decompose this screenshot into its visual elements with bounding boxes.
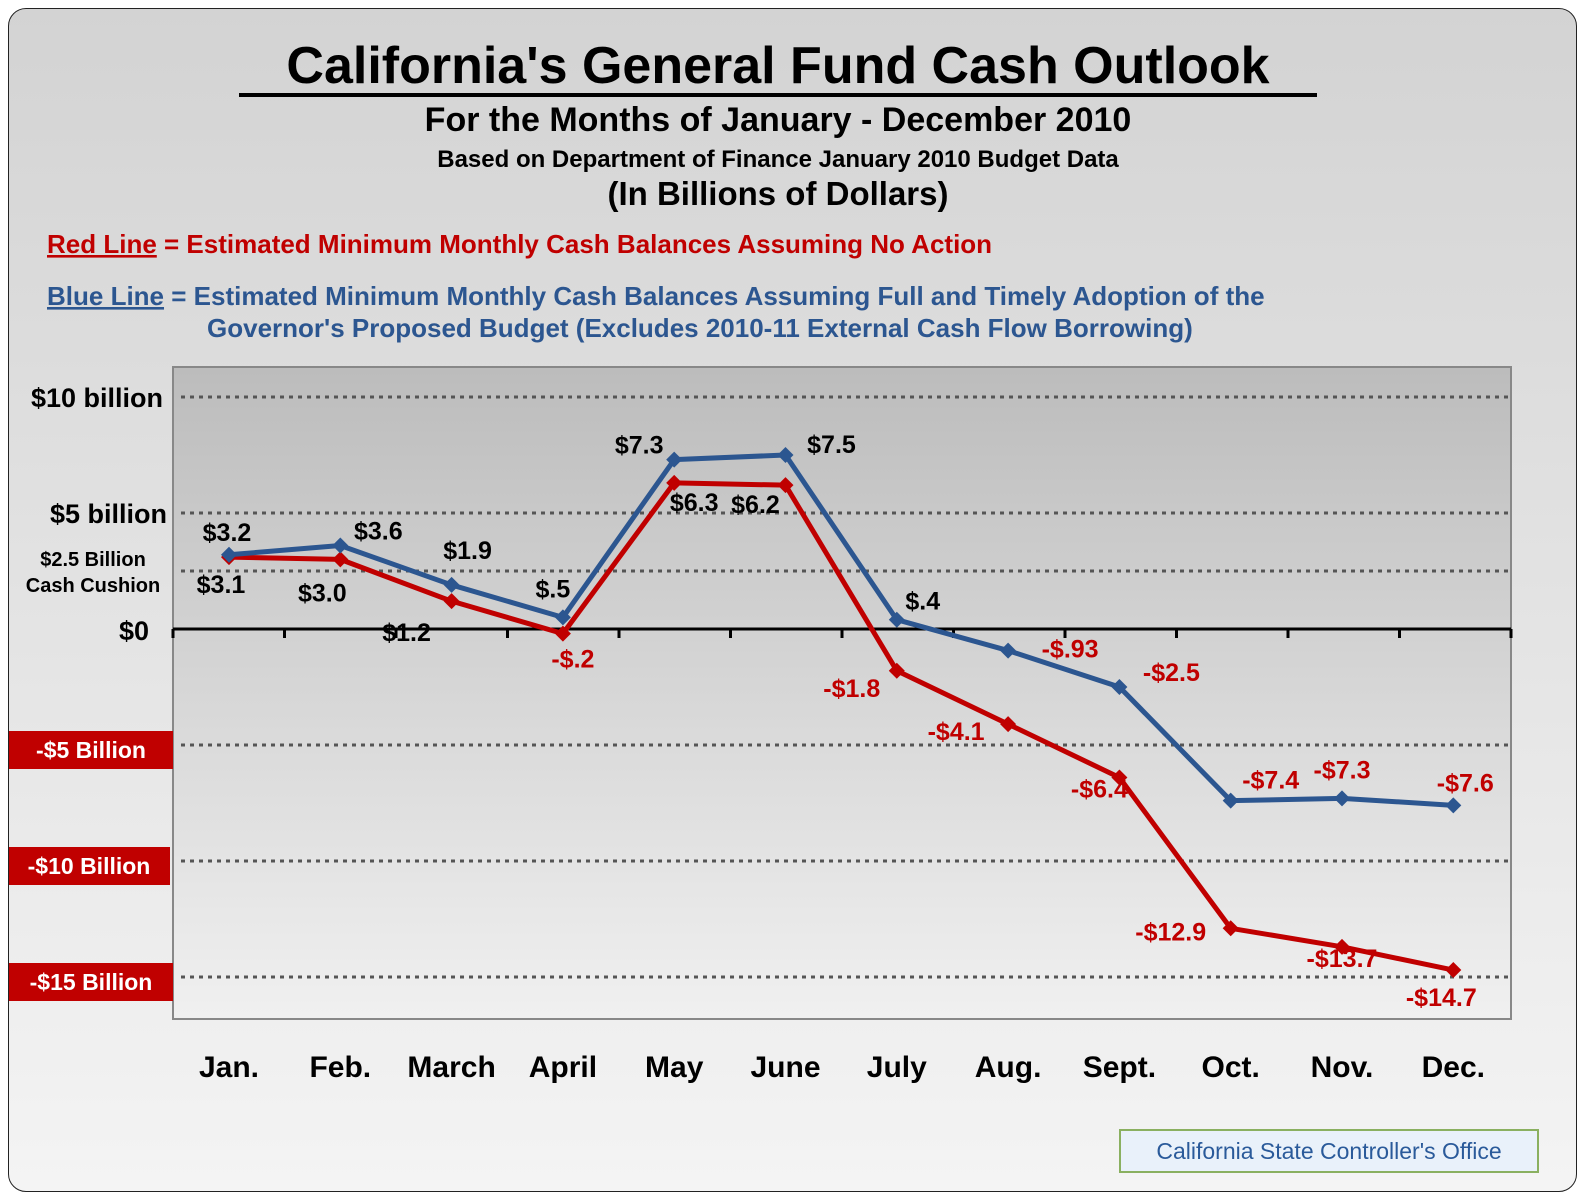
series-line bbox=[228, 452, 1454, 808]
legend-blue-key: Blue Line bbox=[47, 281, 164, 311]
x-tick-label: Feb. bbox=[309, 1051, 371, 1084]
y-label-cushion-line2: Cash Cushion bbox=[26, 575, 160, 597]
units-note: (In Billions of Dollars) bbox=[607, 175, 948, 212]
data-label: $3.6 bbox=[354, 517, 403, 545]
data-label: -$1.8 bbox=[823, 675, 880, 703]
y-label-neg15: -$15 Billion bbox=[30, 969, 153, 995]
data-label: -$7.6 bbox=[1437, 769, 1494, 797]
data-point bbox=[1445, 797, 1462, 814]
data-point bbox=[888, 662, 905, 679]
series-blue bbox=[221, 447, 1462, 814]
x-tick-label: Jan. bbox=[199, 1051, 259, 1084]
data-point bbox=[1000, 642, 1017, 659]
data-label: -$6.4 bbox=[1071, 775, 1128, 803]
y-label-neg5-box bbox=[9, 731, 173, 769]
x-tick-label: July bbox=[867, 1051, 927, 1084]
x-tick-label: June bbox=[750, 1051, 820, 1084]
data-point bbox=[332, 551, 349, 568]
data-point bbox=[554, 609, 571, 626]
data-label: -$4.1 bbox=[928, 718, 985, 746]
data-point bbox=[1111, 679, 1128, 695]
x-tick-label: Aug. bbox=[975, 1051, 1042, 1084]
footer-attribution: California State Controller's Office bbox=[1119, 1129, 1539, 1173]
data-label: $3.0 bbox=[298, 579, 347, 607]
data-label: $1.9 bbox=[443, 537, 492, 565]
y-label-5: $5 billion bbox=[50, 499, 167, 529]
data-point bbox=[666, 451, 683, 468]
data-label: $.4 bbox=[905, 588, 940, 616]
data-label: $.5 bbox=[536, 575, 571, 603]
y-label-10: $10 billion bbox=[31, 383, 163, 413]
x-axis-labels: Jan. Feb. March April May June July Aug. Sept. Oc… bbox=[199, 1051, 1485, 1084]
data-point bbox=[1000, 716, 1017, 733]
y-label-neg15-box bbox=[9, 963, 173, 1001]
data-label: $7.5 bbox=[807, 431, 856, 459]
y-label-0: $0 bbox=[119, 616, 149, 646]
data-point bbox=[666, 474, 683, 491]
x-tick-label: Nov. bbox=[1311, 1051, 1374, 1084]
slide: California's General Fund Cash Outlook F… bbox=[8, 8, 1577, 1192]
data-label: $6.2 bbox=[731, 491, 780, 519]
data-point bbox=[777, 477, 794, 494]
data-label: -$.2 bbox=[551, 646, 594, 674]
data-point bbox=[1445, 962, 1462, 979]
data-label: -$12.9 bbox=[1135, 918, 1206, 946]
series-line bbox=[228, 480, 1454, 973]
data-point bbox=[777, 447, 794, 463]
legend-red-key: Red Line bbox=[47, 229, 157, 259]
chart-title: California's General Fund Cash Outlook bbox=[286, 37, 1269, 95]
data-label: $6.3 bbox=[670, 489, 719, 517]
data-point bbox=[1334, 790, 1350, 807]
x-tick-label: May bbox=[645, 1051, 704, 1084]
data-point bbox=[221, 546, 237, 563]
series-red bbox=[221, 474, 1462, 979]
x-tick-label: Oct. bbox=[1202, 1051, 1260, 1084]
data-point bbox=[443, 593, 460, 610]
data-point bbox=[1222, 792, 1239, 809]
legend-red: Red Line = Estimated Minimum Monthly Cas… bbox=[47, 229, 992, 259]
x-tick-label: March bbox=[407, 1051, 495, 1084]
data-point bbox=[332, 537, 349, 554]
legend-blue: Blue Line = Estimated Minimum Monthly Ca… bbox=[47, 281, 1265, 311]
legend-blue-desc-line2: Governor's Proposed Budget (Excludes 201… bbox=[207, 313, 1193, 343]
data-label: $7.3 bbox=[615, 432, 664, 460]
basis-note: Based on Department of Finance January 2… bbox=[437, 146, 1119, 173]
legend-blue-desc-line1: = Estimated Minimum Monthly Cash Balance… bbox=[164, 281, 1265, 311]
y-label-neg5: -$5 Billion bbox=[36, 737, 146, 763]
data-point bbox=[1111, 769, 1128, 786]
plot-area bbox=[172, 366, 1512, 1020]
data-labels-red: $3.1 $3.0 $1.2 -$.2 $6.3 $6.2 -$1.8 -$4.1 -$6.4 -… bbox=[197, 489, 1477, 1012]
chart: California's General Fund Cash Outlook F… bbox=[9, 37, 1513, 1084]
data-label: -$14.7 bbox=[1406, 984, 1477, 1012]
data-label: -$2.5 bbox=[1143, 659, 1200, 687]
data-label: -$7.4 bbox=[1242, 767, 1299, 795]
data-label: $3.1 bbox=[197, 571, 246, 599]
data-point bbox=[554, 625, 571, 642]
x-tick-label: Sept. bbox=[1083, 1051, 1156, 1084]
data-label: -$7.3 bbox=[1314, 756, 1371, 784]
data-labels-blue: $3.2 $3.6 $1.9 $.5 $7.3 $7.5 $.4 -$.93 -$2.5 -$7.… bbox=[203, 431, 1494, 797]
data-label: $3.2 bbox=[203, 519, 252, 547]
data-point bbox=[443, 576, 460, 593]
legend-red-desc: = Estimated Minimum Monthly Cash Balance… bbox=[157, 229, 992, 259]
y-label-neg10: -$10 Billion bbox=[28, 853, 151, 879]
data-label: -$13.7 bbox=[1307, 945, 1378, 973]
data-point bbox=[1222, 920, 1239, 937]
data-label: -$.93 bbox=[1042, 636, 1099, 664]
y-label-cushion-line1: $2.5 Billion bbox=[40, 549, 146, 571]
y-label-neg10-box bbox=[9, 847, 170, 885]
data-point bbox=[1334, 938, 1350, 955]
x-tick-label: April bbox=[529, 1051, 597, 1084]
x-tick-label: Dec. bbox=[1422, 1051, 1485, 1084]
chart-subtitle: For the Months of January - December 201… bbox=[425, 101, 1132, 139]
data-label: $1.2 bbox=[382, 619, 431, 647]
data-point bbox=[888, 611, 905, 628]
